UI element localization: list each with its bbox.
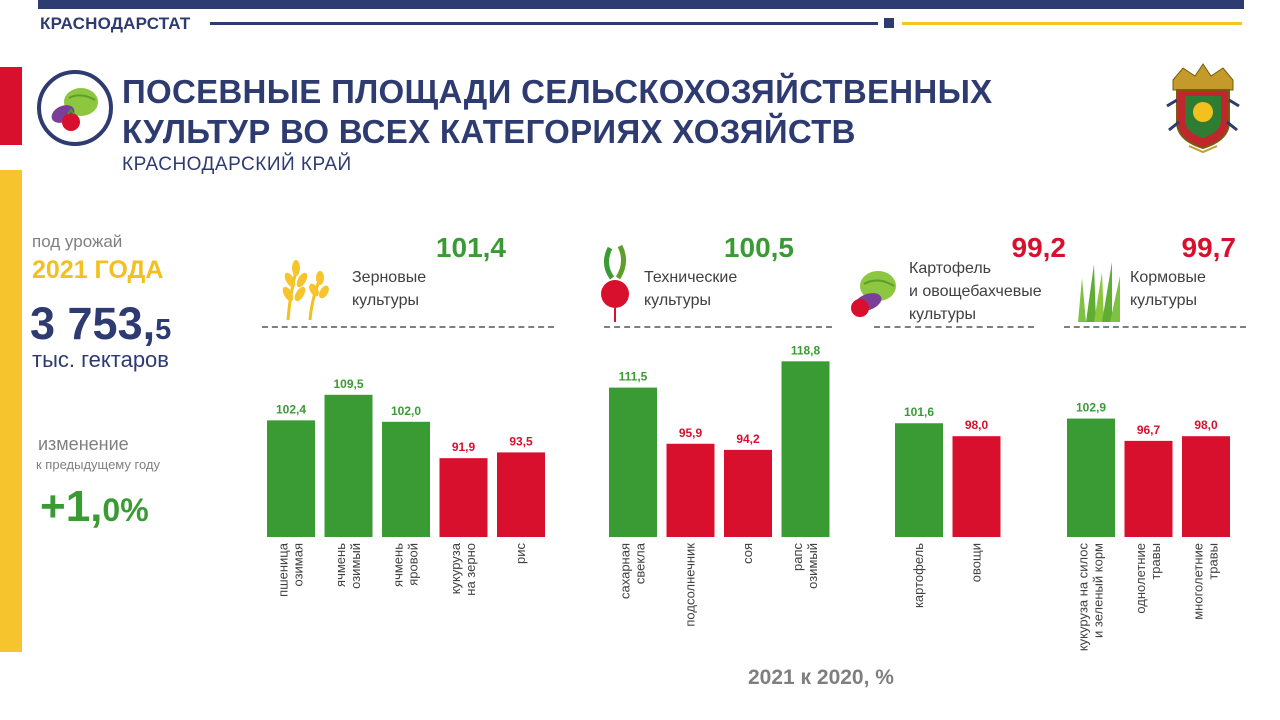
grass-icon	[1078, 262, 1120, 322]
group-name-line: Кормовые	[1130, 269, 1206, 286]
group-divider	[1064, 326, 1246, 328]
group-name-line: культуры	[909, 306, 976, 323]
bar-value-label: 109,5	[333, 377, 363, 391]
change-label: изменение	[38, 434, 129, 454]
bar	[666, 443, 715, 537]
category-label: пшеницаозимая	[276, 542, 306, 597]
group-name-vegetables: Картофель и овощебахчевые культуры	[909, 257, 1042, 326]
total-area-dec: 5	[155, 314, 172, 346]
bar	[952, 436, 1001, 537]
bar-value-label: 93,5	[509, 434, 533, 448]
category-label: рапсозимый	[790, 543, 820, 589]
bar	[1182, 436, 1230, 537]
group-value-vegetables: 99,2	[1011, 232, 1067, 263]
coat-of-arms-icon	[1163, 60, 1243, 159]
bar	[267, 420, 315, 537]
category-label: кукуруза на силоси зеленый корм	[1076, 543, 1106, 652]
category-label: рис	[513, 543, 528, 564]
bar-value-label: 96,7	[1137, 423, 1161, 437]
group-divider	[262, 326, 554, 328]
total-area-unit: тыс. гектаров	[32, 347, 169, 372]
category-label: кукурузана зерно	[448, 542, 478, 595]
group-name-grain: Зерновые культуры	[352, 266, 426, 312]
category-label: ячменьозимый	[333, 543, 363, 589]
category-label: овощи	[969, 543, 984, 582]
category-label: сахарнаясвекла	[618, 542, 648, 599]
year-label: 2021 ГОДА	[32, 256, 164, 284]
bar-value-label: 98,0	[1194, 418, 1218, 432]
bar	[895, 423, 943, 537]
bar	[781, 361, 830, 537]
category-label: подсолнечник	[683, 543, 698, 627]
bar	[724, 449, 772, 537]
bar-value-label: 102,0	[391, 404, 421, 418]
group-name-line: и овощебахчевые	[909, 283, 1042, 300]
vegetables-logo-icon	[37, 70, 113, 146]
category-label: однолетниетравы	[1133, 543, 1163, 614]
chart-caption: 2021 к 2020, %	[748, 666, 894, 689]
change-int: +1,	[40, 482, 103, 531]
beet-icon	[601, 244, 629, 322]
bar-value-label: 95,9	[679, 426, 703, 440]
change-dec: 0%	[102, 492, 149, 528]
header-line-accent	[902, 22, 1242, 25]
bar-value-label: 102,4	[276, 402, 306, 416]
title-line-1: ПОСЕВНЫЕ ПЛОЩАДИ СЕЛЬСКОХОЗЯЙСТВЕННЫХ	[122, 73, 993, 110]
group-value-fodder: 99,7	[1181, 232, 1237, 263]
group-name-technical: Технические культуры	[644, 266, 737, 312]
page-subtitle: КРАСНОДАРСКИЙ КРАЙ	[122, 154, 352, 175]
group-name-line: Картофель	[909, 260, 992, 277]
bar	[497, 452, 545, 537]
harvest-label: под урожай	[32, 232, 123, 251]
side-accent-yellow	[0, 170, 22, 652]
category-label: многолетниетравы	[1191, 543, 1221, 620]
bar	[382, 421, 430, 537]
bar-value-label: 101,6	[904, 405, 934, 419]
group-value-grain: 101,4	[435, 232, 506, 263]
category-label: соя	[740, 543, 755, 564]
change-sublabel: к предыдущему году	[36, 457, 160, 472]
bar-value-label: 102,9	[1076, 401, 1106, 415]
top-bar	[38, 0, 1244, 9]
header-line	[210, 22, 878, 25]
bar-value-label: 98,0	[965, 418, 989, 432]
group-name-line: культуры	[1130, 292, 1197, 309]
bar-value-label: 91,9	[452, 440, 476, 454]
bar-value-label: 111,5	[619, 370, 648, 384]
category-label: ячменьяровой	[391, 543, 421, 587]
total-area-value: 3 753,5	[30, 298, 171, 350]
group-name-line: Зерновые	[352, 269, 427, 286]
group-name-line: культуры	[644, 292, 711, 309]
vegetables-icon	[851, 271, 896, 317]
bar	[1124, 440, 1173, 537]
group-value-technical: 100,5	[723, 232, 794, 263]
group-name-fodder: Кормовые культуры	[1130, 266, 1206, 312]
side-accent-red	[0, 67, 22, 145]
category-label: картофель	[911, 543, 926, 608]
bar	[324, 394, 373, 537]
group-name-line: культуры	[352, 292, 419, 309]
bar-value-label: 118,8	[791, 343, 821, 357]
wheat-icon	[282, 260, 329, 321]
page-title: ПОСЕВНЫЕ ПЛОЩАДИ СЕЛЬСКОХОЗЯЙСТВЕННЫХ КУ…	[122, 72, 1062, 152]
total-area-int: 3 753,	[30, 298, 156, 349]
bar	[609, 387, 657, 537]
brand-name: КРАСНОДАРСТАТ	[40, 14, 191, 33]
group-divider	[604, 326, 832, 328]
title-line-2: КУЛЬТУР ВО ВСЕХ КАТЕГОРИЯХ ХОЗЯЙСТВ	[122, 113, 856, 150]
change-value: +1,0%	[40, 482, 149, 532]
bar-value-label: 94,2	[736, 432, 760, 446]
group-divider	[874, 326, 1034, 328]
bar	[439, 458, 488, 537]
bar	[1067, 418, 1115, 537]
group-name-line: Технические	[644, 269, 738, 286]
header-square	[884, 18, 894, 28]
